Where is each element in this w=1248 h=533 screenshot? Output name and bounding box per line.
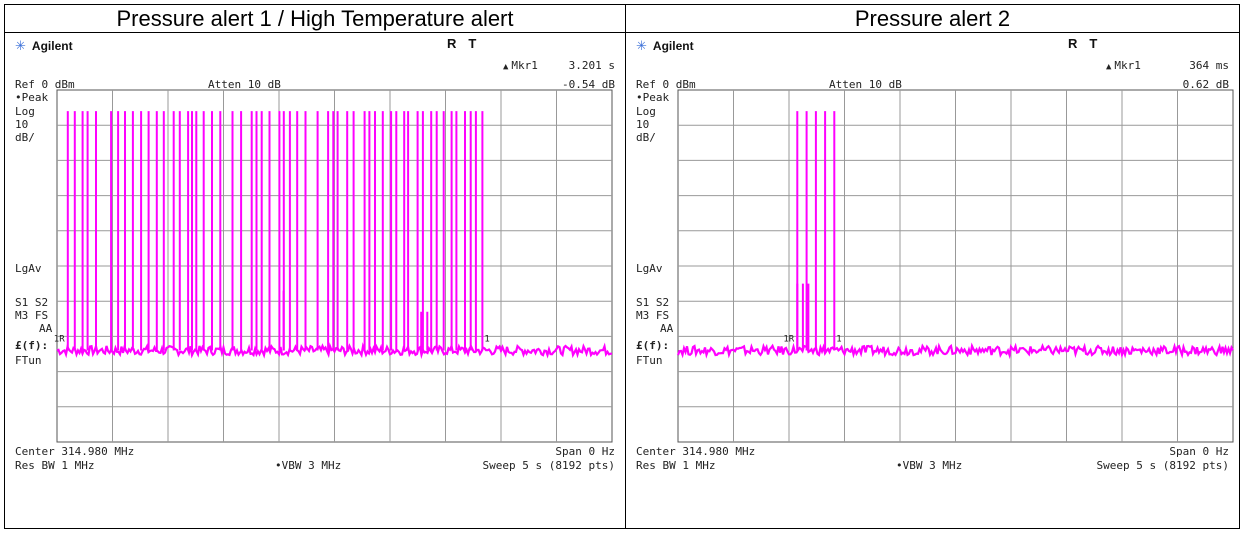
side-ftun: FTun <box>15 354 42 367</box>
marker-label: Mkr1 <box>1114 59 1141 72</box>
side-log: Log <box>636 105 656 118</box>
side-scale: 10 <box>15 118 29 131</box>
sweep: Sweep 5 s (8192 pts) <box>482 459 615 472</box>
side-scale: 10 <box>636 118 650 131</box>
side-aa: AA <box>660 322 674 335</box>
side-aa: AA <box>39 322 53 335</box>
center-freq: Center 314.980 MHz <box>15 445 135 458</box>
side-peak: •Peak <box>15 91 49 104</box>
brand: ✳ Agilent <box>15 38 73 54</box>
marker-time: 364 ms <box>1189 59 1229 72</box>
agilent-spark-icon: ✳ <box>636 38 647 53</box>
marker-tag-delta: 1 <box>484 334 489 344</box>
center-freq: Center 314.980 MHz <box>636 445 756 458</box>
side-ef: £(f): <box>15 339 49 352</box>
span: Span 0 Hz <box>555 445 615 458</box>
side-ef: £(f): <box>636 339 670 352</box>
marker-tag-ref: 1R <box>54 334 65 344</box>
header-divider <box>4 32 1240 33</box>
figure-frame <box>4 4 1240 529</box>
side-lgav: LgAv <box>15 262 42 275</box>
side-m3fs: M3 FS <box>15 309 49 322</box>
header-left: Pressure alert 1 / High Temperature aler… <box>116 6 514 31</box>
side-m3fs: M3 FS <box>636 309 670 322</box>
side-peak: •Peak <box>636 91 670 104</box>
marker-readout: ▲ Mkr1 <box>503 59 538 74</box>
status-r: R <box>447 36 457 51</box>
ref-level: Ref 0 dBm <box>636 78 696 91</box>
marker-time: 3.201 s <box>568 59 615 72</box>
triangle-delta-icon: ▲ <box>1106 62 1112 72</box>
marker-label: Mkr1 <box>511 59 538 72</box>
header-right: Pressure alert 2 <box>854 6 1011 31</box>
marker-tag-ref: 1R <box>783 334 794 344</box>
trace-plot: 1R 1 <box>54 89 613 443</box>
status-r: R <box>1068 36 1078 51</box>
column-divider <box>625 4 626 529</box>
res-bw: Res BW 1 MHz <box>636 459 716 472</box>
trace-plot: 1R 1 <box>676 89 1234 443</box>
marker-tag-delta: 1 <box>836 334 841 344</box>
ref-level: Ref 0 dBm <box>15 78 75 91</box>
side-ftun: FTun <box>636 354 663 367</box>
side-unit: dB/ <box>15 131 35 144</box>
vbw: •VBW 3 MHz <box>275 459 342 472</box>
attenuation: Atten 10 dB <box>208 78 281 91</box>
side-lgav: LgAv <box>636 262 663 275</box>
side-unit: dB/ <box>636 131 656 144</box>
agilent-spark-icon: ✳ <box>15 38 26 53</box>
res-bw: Res BW 1 MHz <box>15 459 95 472</box>
marker-level: -0.54 dB <box>562 78 615 91</box>
vbw: •VBW 3 MHz <box>896 459 963 472</box>
brand-label: Agilent <box>31 39 73 53</box>
triangle-delta-icon: ▲ <box>503 62 509 72</box>
marker-readout: ▲ Mkr1 <box>1106 59 1141 74</box>
brand-label: Agilent <box>652 39 694 53</box>
side-s1s2: S1 S2 <box>15 296 49 309</box>
brand: ✳ Agilent <box>636 38 694 54</box>
side-s1s2: S1 S2 <box>636 296 670 309</box>
status-t: T <box>1089 36 1098 51</box>
attenuation: Atten 10 dB <box>829 78 902 91</box>
noise-floor-trace <box>676 342 1234 360</box>
sweep: Sweep 5 s (8192 pts) <box>1096 459 1229 472</box>
marker-level: 0.62 dB <box>1182 78 1229 91</box>
noise-floor-trace <box>56 342 612 360</box>
span: Span 0 Hz <box>1169 445 1229 458</box>
side-log: Log <box>15 105 35 118</box>
status-t: T <box>468 36 477 51</box>
